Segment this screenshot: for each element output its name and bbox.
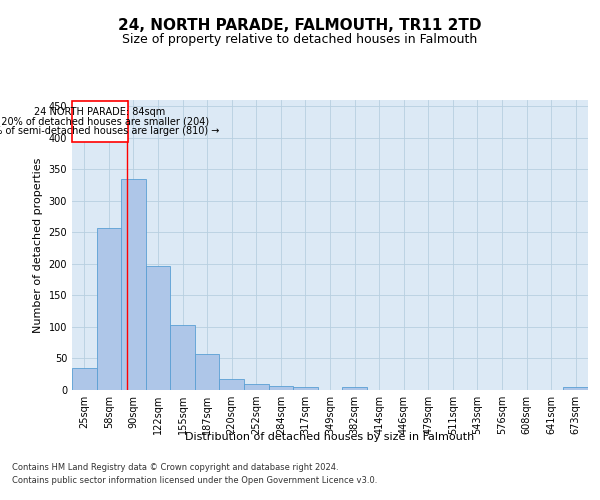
Bar xyxy=(97,228,121,390)
Text: 24, NORTH PARADE, FALMOUTH, TR11 2TD: 24, NORTH PARADE, FALMOUTH, TR11 2TD xyxy=(118,18,482,32)
Bar xyxy=(72,368,97,390)
Text: 24 NORTH PARADE: 84sqm: 24 NORTH PARADE: 84sqm xyxy=(34,107,166,117)
Bar xyxy=(293,387,318,390)
Bar xyxy=(220,378,244,390)
Text: Contains public sector information licensed under the Open Government Licence v3: Contains public sector information licen… xyxy=(12,476,377,485)
Text: ← 20% of detached houses are smaller (204): ← 20% of detached houses are smaller (20… xyxy=(0,116,209,126)
Text: 80% of semi-detached houses are larger (810) →: 80% of semi-detached houses are larger (… xyxy=(0,126,219,136)
Bar xyxy=(195,354,220,390)
Text: Distribution of detached houses by size in Falmouth: Distribution of detached houses by size … xyxy=(185,432,475,442)
Bar xyxy=(170,325,195,390)
Bar xyxy=(342,388,367,390)
Bar xyxy=(563,387,588,390)
Bar xyxy=(244,384,269,390)
Bar xyxy=(121,179,146,390)
Text: Contains HM Land Registry data © Crown copyright and database right 2024.: Contains HM Land Registry data © Crown c… xyxy=(12,464,338,472)
Text: Size of property relative to detached houses in Falmouth: Size of property relative to detached ho… xyxy=(122,32,478,46)
FancyBboxPatch shape xyxy=(72,102,128,142)
Y-axis label: Number of detached properties: Number of detached properties xyxy=(33,158,43,332)
Bar xyxy=(146,266,170,390)
Bar xyxy=(269,386,293,390)
